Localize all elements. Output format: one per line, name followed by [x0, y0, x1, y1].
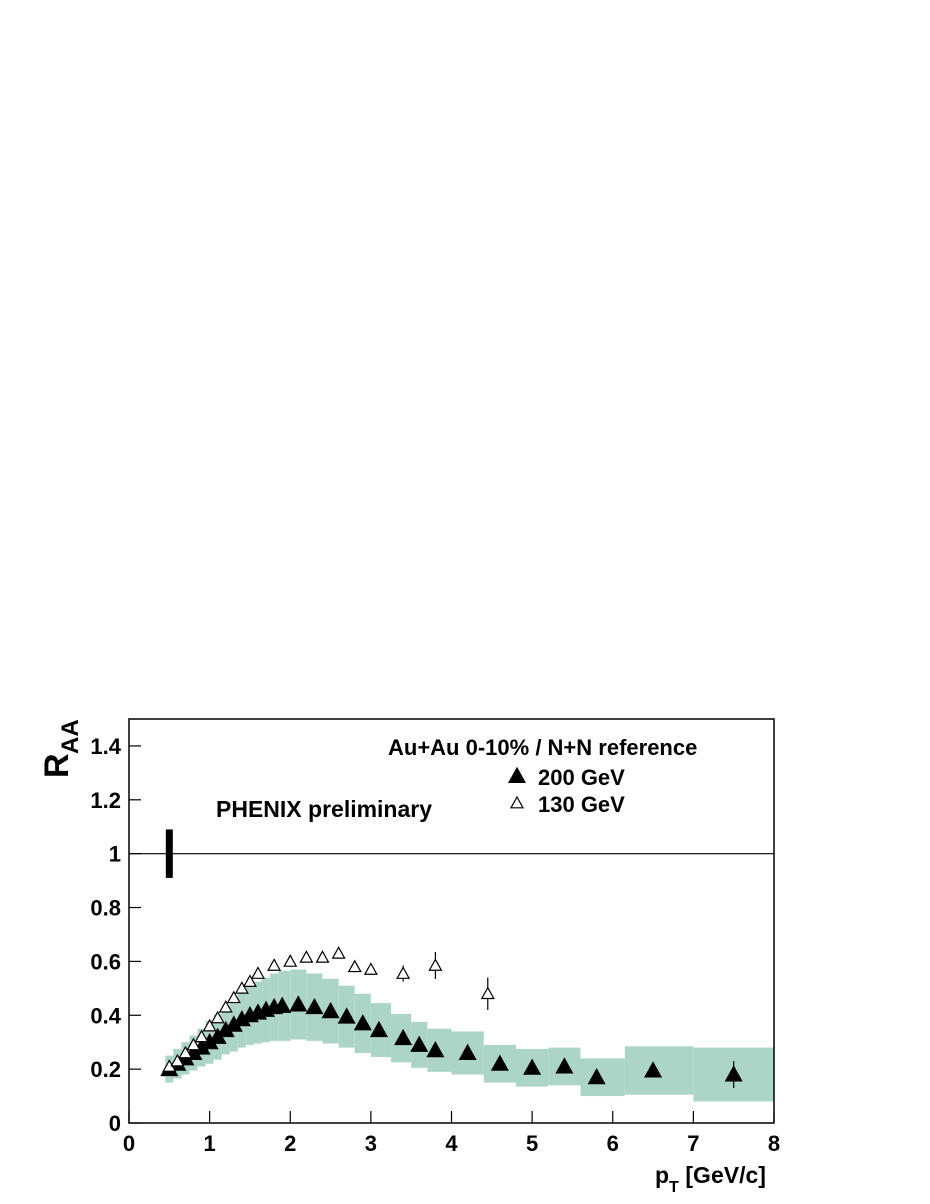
data-point	[523, 1058, 542, 1075]
data-point	[202, 1018, 217, 1032]
legend-label: 200 GeV	[538, 765, 625, 790]
legend-marker	[507, 766, 527, 783]
y-tick-label: 0.6	[90, 949, 121, 974]
y-label: R AA	[38, 719, 84, 778]
data-point	[724, 1065, 743, 1082]
data-point	[273, 996, 292, 1013]
data-point	[337, 1007, 356, 1024]
data-point	[396, 966, 411, 979]
x-tick-label: 5	[526, 1131, 538, 1156]
x-label: p T [GeV/c]	[655, 1162, 766, 1196]
annotation: PHENIX preliminary	[216, 796, 432, 822]
y-tick-label: 0.2	[90, 1057, 121, 1082]
data-point	[170, 1053, 185, 1067]
y-tick-label: 1	[109, 842, 121, 867]
data-point	[305, 997, 324, 1015]
data-point	[369, 1020, 388, 1038]
x-tick-label: 2	[284, 1131, 296, 1156]
data-point	[458, 1043, 477, 1060]
data-point	[587, 1067, 606, 1085]
data-point	[331, 946, 346, 959]
x-tick-label: 6	[607, 1131, 619, 1156]
syst-band	[580, 1058, 625, 1097]
data-point	[410, 1035, 429, 1052]
x-tick-label: 8	[768, 1131, 780, 1156]
data-point	[321, 1001, 340, 1019]
data-point	[289, 995, 308, 1012]
data-point	[226, 990, 241, 1004]
data-point	[242, 974, 257, 987]
data-point	[299, 950, 314, 963]
data-point	[250, 966, 266, 979]
y-tick-label: 1.2	[90, 788, 121, 813]
data-point	[555, 1057, 574, 1074]
data-point	[490, 1054, 509, 1071]
data-point	[218, 999, 233, 1013]
data-point	[283, 954, 298, 967]
y-label-sub: AA	[57, 719, 84, 754]
x-tick-label: 7	[687, 1131, 699, 1156]
data-point	[267, 958, 282, 971]
x-tick-label: 1	[204, 1131, 216, 1156]
legend-title: Au+Au 0-10% / N+N reference	[388, 735, 697, 760]
x-label-rest: [GeV/c]	[679, 1162, 766, 1188]
y-tick-label: 0	[109, 1111, 121, 1136]
data-point	[210, 1010, 225, 1024]
y-tick-label: 0.4	[90, 1003, 121, 1028]
data-point	[428, 958, 443, 971]
data-point	[353, 1014, 372, 1031]
data-point	[315, 950, 330, 963]
y-tick-label: 0.8	[90, 896, 121, 921]
x-tick-label: 4	[445, 1131, 458, 1156]
y-label-main: R	[38, 753, 76, 778]
data-point	[480, 986, 495, 1000]
legend-marker	[509, 795, 525, 809]
data-point	[178, 1045, 193, 1059]
y-tick-label: 1.4	[90, 734, 121, 759]
data-point	[394, 1028, 413, 1046]
normalization-error	[165, 829, 173, 878]
data-point	[347, 959, 362, 973]
data-point	[363, 962, 378, 975]
x-tick-label: 3	[365, 1131, 377, 1156]
x-tick-label: 0	[123, 1131, 135, 1156]
syst-band	[624, 1046, 694, 1095]
x-label-main: p	[655, 1162, 669, 1188]
x-label-sub: T	[669, 1179, 679, 1196]
legend-label: 130 GeV	[538, 792, 625, 817]
data-point	[194, 1029, 209, 1043]
data-point	[644, 1061, 663, 1078]
data-point	[426, 1041, 445, 1058]
data-point	[186, 1037, 201, 1051]
data-point	[234, 981, 249, 994]
